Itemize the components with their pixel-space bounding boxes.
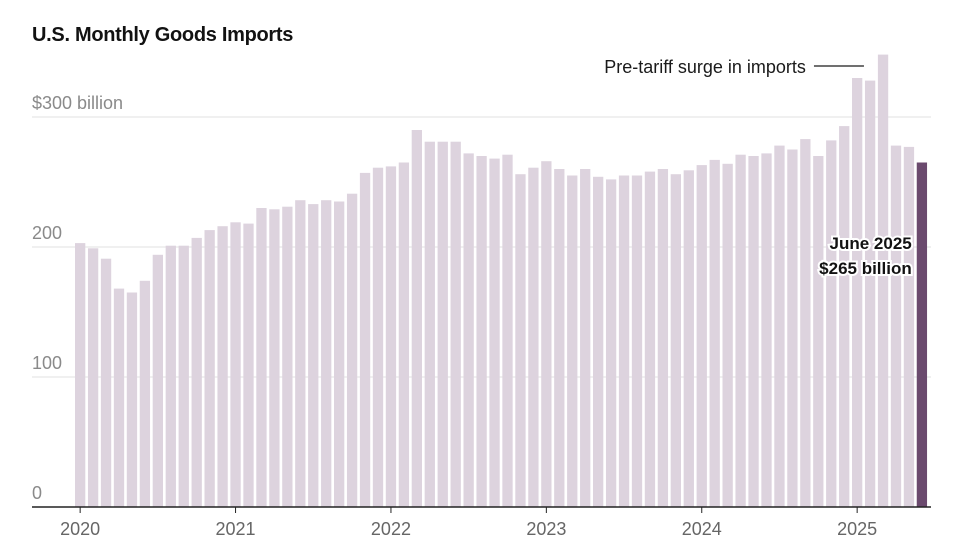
bar-2020-05 [126,292,138,507]
bar-2021-09 [334,201,345,507]
bar-2025-02 [864,80,876,507]
bar-2020-08 [165,245,176,507]
bar-2024-11 [826,140,837,507]
bar-2023-09 [644,171,656,507]
x-tick-label: 2025 [837,519,877,539]
bar-2020-09 [178,245,189,507]
bar-2021-06 [295,200,306,507]
bar-2023-07 [618,175,630,507]
bar-2021-07 [308,204,319,507]
bar-2022-05 [437,141,448,507]
bar-2022-07 [463,153,474,507]
bar-2020-03 [100,258,112,507]
bar-2022-09 [489,158,500,507]
bar-2021-12 [372,167,384,507]
bar-2020-10 [191,237,202,507]
chart-title: U.S. Monthly Goods Imports [32,24,294,46]
bar-2022-08 [476,156,487,507]
bar-2021-05 [282,206,293,507]
x-tick-label: 2023 [526,519,566,539]
bar-2022-11 [515,174,526,507]
bar-2021-03 [256,208,267,507]
bar-2022-04 [424,141,435,507]
x-tick-label: 2020 [60,519,100,539]
bar-2023-08 [631,175,643,507]
bar-2020-07 [152,254,163,507]
bar-2022-02 [398,162,410,507]
bar-2025-05 [903,146,915,507]
bar-2023-03 [567,175,578,507]
x-tick-label: 2024 [682,519,722,539]
bar-2022-06 [450,141,461,507]
y-tick-label: 0 [32,483,42,503]
bar-2024-06 [761,153,772,507]
bar-2025-01 [852,78,863,507]
bar-2023-11 [670,174,681,507]
bar-2021-02 [243,223,254,507]
bar-2020-06 [139,280,151,507]
bar-2023-05 [593,176,604,508]
bar-2021-04 [269,209,280,508]
bar-2020-12 [217,226,228,507]
axes [32,506,931,513]
bar-2023-02 [554,169,565,507]
bar-2021-01 [230,222,241,508]
bar-2022-10 [502,154,513,507]
bar-2024-12 [839,126,850,507]
bar-2024-09 [800,139,811,507]
bar-2021-08 [321,200,332,507]
bar-2023-04 [580,169,591,507]
annotations: Pre-tariff surge in imports June 2025 $2… [604,57,914,280]
bar-2022-12 [528,167,539,507]
bar-2024-01 [696,165,707,507]
bar-2023-12 [683,170,694,508]
surge-annotation: Pre-tariff surge in imports [604,57,806,77]
bar-2024-04 [735,154,746,507]
tick-labels: $300 billion 200 100 0 2020 2021 2022 2023 2024 2… [32,93,877,539]
bar-2024-03 [722,163,733,508]
bar-2023-01 [541,161,552,507]
highlight-value-label: $265 billion [819,259,912,278]
bar-2021-10 [346,193,358,507]
bars [75,54,928,508]
bar-2024-10 [813,156,824,507]
bar-2025-06 [916,162,928,507]
y-tick-label: $300 billion [32,93,123,113]
bar-2022-03 [411,130,422,507]
bar-2020-04 [113,288,125,507]
x-tick-label: 2021 [216,519,256,539]
bar-2020-02 [87,248,99,508]
bar-2023-10 [657,169,669,507]
bar-2024-02 [709,159,720,507]
bar-2024-07 [774,145,785,507]
bar-2021-11 [359,172,371,507]
y-tick-label: 100 [32,353,62,373]
x-tick-label: 2022 [371,519,411,539]
bar-2024-08 [787,149,798,507]
y-tick-label: 200 [32,223,62,243]
bar-2025-04 [890,145,902,507]
bar-2025-03 [877,54,889,507]
bar-2023-06 [605,179,617,507]
bar-2022-01 [385,166,397,507]
bar-2024-05 [748,156,759,507]
highlight-date-label: June 2025 [830,234,912,253]
bar-2020-11 [204,230,215,507]
bar-2020-01 [75,243,86,507]
